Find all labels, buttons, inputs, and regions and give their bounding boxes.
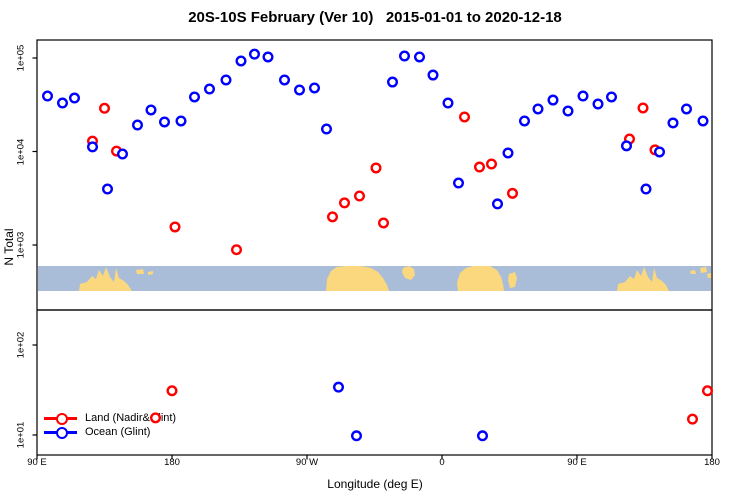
- data-point-ocean: [606, 91, 618, 103]
- plot-border: [36, 39, 713, 456]
- data-point-ocean: [101, 183, 113, 195]
- data-point-ocean: [592, 98, 604, 110]
- data-point-ocean: [145, 104, 157, 116]
- data-point-land: [687, 413, 699, 425]
- y-tick-label: 1e+02: [15, 331, 27, 359]
- data-point-land: [370, 162, 382, 174]
- data-point-land: [339, 197, 351, 209]
- map-land-shape: [707, 273, 711, 278]
- data-point-ocean: [188, 91, 200, 103]
- data-point-land: [459, 111, 471, 123]
- data-point-ocean: [220, 74, 232, 86]
- data-point-ocean: [351, 430, 363, 442]
- data-point-ocean: [621, 140, 633, 152]
- data-point-ocean: [86, 141, 98, 153]
- data-point-land: [637, 102, 649, 114]
- x-tick-label: 90 E: [567, 457, 587, 468]
- legend-item-ocean: Ocean (Glint): [44, 425, 176, 439]
- data-point-land: [230, 244, 242, 256]
- y-tick-label: 1e+03: [15, 231, 27, 259]
- legend: Land (Nadir&Glint) Ocean (Glint): [44, 411, 176, 439]
- data-point-ocean: [235, 55, 247, 67]
- data-point-ocean: [203, 83, 215, 95]
- data-point-ocean: [519, 115, 531, 127]
- data-point-ocean: [453, 177, 465, 189]
- data-point-land: [507, 187, 519, 199]
- legend-marker-land: [44, 413, 77, 425]
- map-land-shape: [402, 266, 415, 280]
- data-point-land: [166, 385, 178, 397]
- map-land-shape: [690, 270, 696, 274]
- data-point-land: [624, 133, 636, 145]
- data-point-ocean: [577, 90, 589, 102]
- legend-label-ocean: Ocean (Glint): [85, 426, 151, 438]
- data-point-ocean: [309, 82, 321, 94]
- data-point-land: [378, 217, 390, 229]
- legend-item-land: Land (Nadir&Glint): [44, 411, 176, 425]
- data-point-ocean: [262, 51, 274, 63]
- chart-title: 20S-10S February (Ver 10) 2015-01-01 to …: [188, 9, 562, 26]
- y-axis-title: N Total: [2, 228, 16, 266]
- data-point-ocean: [294, 84, 306, 96]
- data-point-ocean: [654, 146, 666, 158]
- data-point-ocean: [57, 97, 69, 109]
- data-point-ocean: [492, 198, 504, 210]
- data-point-ocean: [532, 103, 544, 115]
- data-point-land: [169, 221, 181, 233]
- data-point-land: [649, 144, 661, 156]
- data-point-ocean: [681, 103, 693, 115]
- data-point-ocean: [321, 123, 333, 135]
- data-point-ocean: [248, 48, 260, 60]
- data-point-ocean: [562, 105, 574, 117]
- data-point-ocean: [116, 148, 128, 160]
- data-point-ocean: [414, 51, 426, 63]
- data-point-ocean: [131, 119, 143, 131]
- data-point-land: [327, 211, 339, 223]
- data-point-ocean: [640, 183, 652, 195]
- data-point-ocean: [279, 74, 291, 86]
- data-point-ocean: [68, 92, 80, 104]
- map-land-shape: [508, 272, 517, 288]
- x-tick-label: 90 W: [295, 457, 319, 468]
- x-tick-label: 180: [704, 457, 720, 468]
- data-point-ocean: [333, 381, 345, 393]
- data-point-land: [702, 385, 714, 397]
- x-tick-label: 90 E: [27, 457, 47, 468]
- data-point-ocean: [442, 97, 454, 109]
- map-ocean-strip: [38, 266, 711, 291]
- map-land-shape: [617, 267, 669, 291]
- x-tick-label: 0: [439, 457, 445, 468]
- y-tick-label: 1e+05: [15, 44, 27, 72]
- data-point-ocean: [427, 69, 439, 81]
- data-point-ocean: [697, 115, 709, 127]
- data-point-ocean: [477, 430, 489, 442]
- map-land-shape: [326, 266, 389, 291]
- map-land-shape: [457, 266, 504, 291]
- map-land-shape: [79, 267, 132, 291]
- data-point-ocean: [42, 90, 54, 102]
- legend-marker-ocean: [44, 427, 77, 439]
- map-land-shape: [136, 269, 144, 274]
- data-point-land: [110, 145, 122, 157]
- y-tick-label: 1e+04: [15, 138, 27, 165]
- data-point-ocean: [175, 115, 187, 127]
- map-land-shape: [700, 267, 707, 273]
- data-point-ocean: [667, 117, 679, 129]
- x-tick-label: 180: [164, 457, 180, 468]
- y-tick-label: 1e+01: [15, 421, 27, 449]
- data-point-land: [474, 161, 486, 173]
- data-point-land: [354, 190, 366, 202]
- x-axis-title: Longitude (deg E): [327, 477, 423, 491]
- data-point-land: [86, 135, 98, 147]
- data-point-ocean: [399, 50, 411, 62]
- data-point-ocean: [387, 76, 399, 88]
- data-point-land: [98, 102, 110, 114]
- data-point-ocean: [547, 94, 559, 106]
- data-point-ocean: [502, 147, 514, 159]
- data-point-land: [486, 158, 498, 170]
- data-point-ocean: [158, 116, 170, 128]
- map-land-shape: [148, 271, 153, 275]
- legend-label-land: Land (Nadir&Glint): [85, 412, 177, 424]
